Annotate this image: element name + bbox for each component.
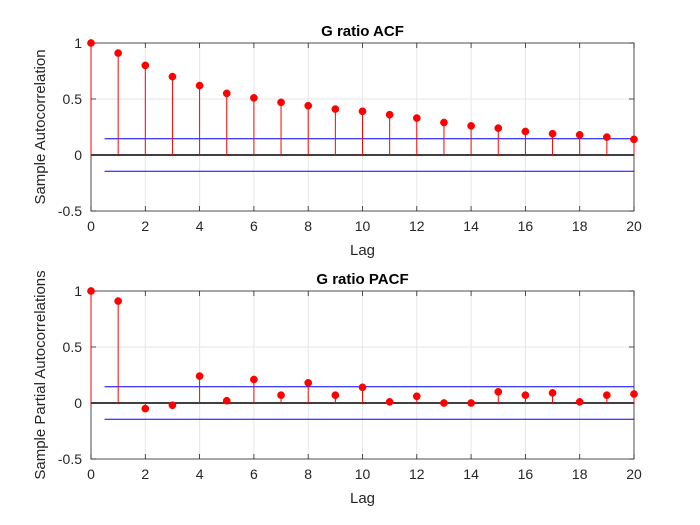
acf-ytick-label-2: 0.5	[63, 91, 83, 107]
acf-marker-17	[548, 129, 557, 138]
pacf-panel: 0 2 4 6 8 10 12 14 16 18 20 -0.5 0 0.5 1 G ratio PACF La…	[32, 270, 642, 507]
acf-marker-8	[304, 101, 313, 110]
pacf-xlabel: Lag	[350, 490, 375, 507]
acf-marker-1	[114, 49, 123, 57]
pacf-xtick-label-5: 10	[355, 466, 371, 482]
pacf-xtick-label-1: 2	[141, 466, 149, 482]
acf-xtick-label-10: 20	[626, 218, 642, 234]
pacf-marker-11	[385, 398, 394, 406]
pacf-xtick-label-2: 4	[196, 466, 204, 482]
acf-marker-11	[385, 110, 394, 119]
acf-marker-3	[168, 72, 177, 81]
pacf-xtick-label-6: 12	[409, 466, 425, 482]
pacf-marker-20	[630, 390, 638, 398]
pacf-marker-8	[304, 378, 313, 387]
pacf-marker-18	[575, 398, 584, 406]
acf-xtick-label-2: 4	[196, 218, 204, 234]
pacf-ylabel: Sample Partial Autocorrelations	[32, 270, 49, 479]
acf-xtick-label-9: 18	[572, 218, 588, 234]
acf-marker-13	[440, 118, 448, 127]
pacf-marker-16	[521, 391, 530, 400]
acf-marker-12	[412, 114, 421, 122]
pacf-marker-4	[195, 372, 204, 380]
pacf-marker-3	[168, 401, 177, 410]
pacf-marker-5	[222, 396, 231, 405]
pacf-marker-6	[250, 375, 258, 384]
acf-xtick-label-7: 14	[463, 218, 479, 234]
acf-xtick-label-0: 0	[87, 218, 95, 234]
pacf-xtick-label-0: 0	[87, 466, 95, 482]
acf-xtick-label-3: 6	[250, 218, 258, 234]
pacf-ytick-label-0: -0.5	[58, 451, 82, 467]
acf-marker-7	[277, 98, 285, 107]
acf-marker-18	[575, 130, 584, 139]
acf-marker-16	[521, 127, 530, 136]
pacf-xtick-label-8: 16	[518, 466, 534, 482]
acf-marker-15	[494, 124, 503, 132]
acf-ytick-label-3: 1	[74, 35, 82, 51]
acf-ytick-label-1: 0	[74, 147, 82, 163]
pacf-marker-17	[548, 389, 557, 397]
acf-xtick-label-4: 8	[304, 218, 312, 234]
acf-xtick-label-8: 16	[518, 218, 534, 234]
pacf-ytick-label-3: 1	[74, 283, 82, 299]
pacf-marker-19	[603, 391, 611, 400]
pacf-xtick-label-9: 18	[572, 466, 588, 482]
pacf-xtick-label-10: 20	[626, 466, 642, 482]
pacf-marker-15	[494, 387, 503, 396]
pacf-title: G ratio PACF	[316, 271, 408, 288]
acf-marker-9	[331, 105, 340, 113]
pacf-marker-1	[114, 297, 123, 305]
acf-panel: 0 2 4 6 8 10 12 14 16 18 20 -0.5 0 0.5 1 G ratio ACF Lag…	[32, 23, 642, 259]
pacf-ytick-label-2: 0.5	[63, 339, 83, 355]
pacf-marker-10	[358, 383, 367, 392]
acf-marker-4	[195, 81, 204, 90]
acf-marker-19	[603, 133, 611, 141]
pacf-marker-9	[331, 391, 340, 400]
pacf-marker-13	[440, 399, 448, 407]
acf-marker-14	[467, 122, 475, 130]
pacf-xtick-label-4: 8	[304, 466, 312, 482]
acf-title: G ratio ACF	[321, 23, 404, 40]
pacf-marker-0	[87, 287, 95, 295]
acf-marker-2	[141, 61, 150, 70]
acf-ytick-label-0: -0.5	[58, 203, 82, 219]
acf-xtick-label-6: 12	[409, 218, 425, 234]
pacf-marker-14	[467, 399, 475, 407]
acf-marker-20	[630, 135, 638, 144]
pacf-xtick-label-7: 14	[463, 466, 479, 482]
pacf-xtick-label-3: 6	[250, 466, 258, 482]
acf-marker-6	[250, 94, 258, 102]
acf-marker-10	[358, 107, 367, 116]
pacf-marker-12	[412, 392, 421, 401]
acf-ylabel: Sample Autocorrelation	[32, 49, 49, 204]
acf-xlabel: Lag	[350, 242, 375, 259]
pacf-ytick-label-1: 0	[74, 395, 82, 411]
pacf-marker-2	[141, 404, 150, 413]
acf-marker-0	[87, 39, 95, 47]
acf-xtick-label-5: 10	[355, 218, 371, 234]
acf-marker-5	[222, 89, 231, 98]
pacf-marker-7	[277, 391, 285, 400]
acf-xtick-label-1: 2	[141, 218, 149, 234]
